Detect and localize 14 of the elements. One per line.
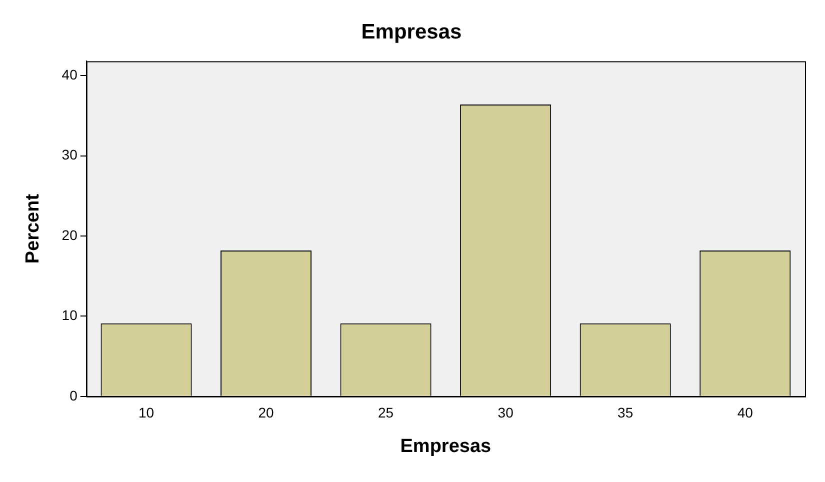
x-tick-label: 10 <box>138 404 154 421</box>
y-axis-title: Percent <box>22 193 44 264</box>
y-tick-label: 20 <box>62 226 78 243</box>
y-tick-label: 40 <box>62 66 78 82</box>
x-tick-label: 40 <box>737 404 754 421</box>
x-axis-title: Empresas <box>400 436 492 457</box>
x-tick-label: 25 <box>378 404 394 421</box>
x-tick-label: 35 <box>618 404 634 421</box>
y-tick-label: 30 <box>62 146 78 163</box>
y-tick-label: 10 <box>62 307 78 324</box>
x-tick-label: 20 <box>258 404 274 421</box>
chart-title: Empresas <box>361 20 462 44</box>
x-tick-label: 30 <box>498 404 514 421</box>
y-tick-label: 0 <box>70 387 78 404</box>
